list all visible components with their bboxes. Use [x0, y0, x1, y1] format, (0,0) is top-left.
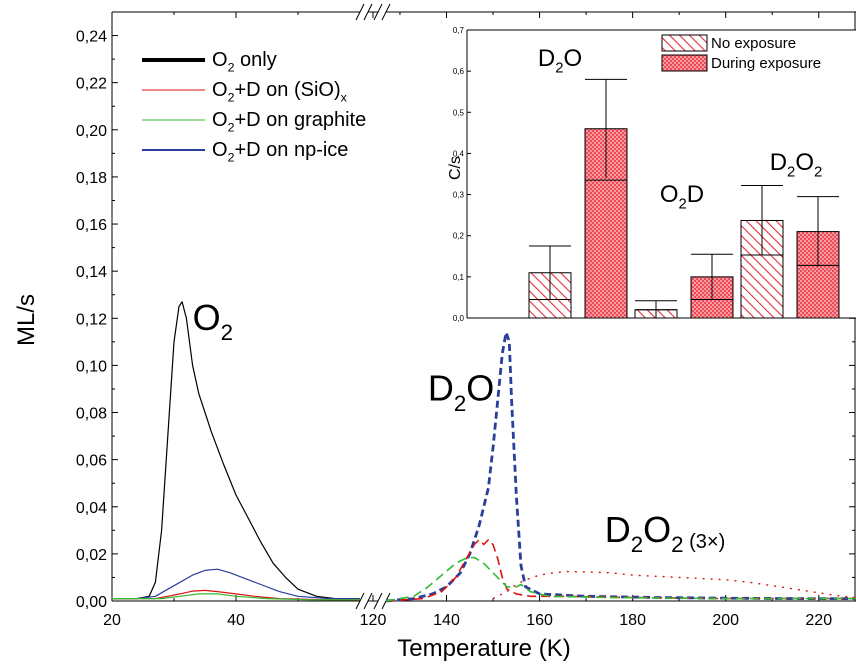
axis-break-mark: [363, 592, 373, 610]
y-tick-label: 0,08: [76, 406, 107, 423]
x-tick-label: 160: [526, 612, 553, 629]
x-tick-label: 40: [227, 612, 245, 629]
inset-background: [467, 30, 856, 318]
inset-y-tick-label: 0,7: [453, 26, 465, 35]
inset-group-label: O2D: [660, 181, 704, 213]
legend-label: O2 only: [212, 49, 277, 75]
inset-y-tick-label: 0,0: [453, 314, 465, 323]
x-tick-label: 220: [805, 612, 832, 629]
y-tick-label: 0,12: [76, 311, 107, 328]
x-tick-label: 120: [360, 612, 387, 629]
inset-legend-swatch: [661, 34, 708, 52]
y-tick-label: 0,16: [76, 217, 107, 234]
series-line-1: [112, 568, 360, 600]
inset-legend-swatch: [661, 54, 708, 72]
y-tick-label: 0,06: [76, 453, 107, 470]
y-tick-label: 0,24: [76, 29, 107, 46]
y-tick-label: 0,14: [76, 264, 107, 281]
axis-break-mark: [381, 3, 391, 21]
axis-break-mark: [373, 592, 383, 610]
y-tick-label: 0,18: [76, 170, 107, 187]
inset-legend: No exposure During exposure: [661, 34, 821, 72]
annotation-d2o2: D2O2 (3×): [605, 509, 726, 557]
legend-label: O2+D on graphite: [212, 109, 366, 135]
axis-break-mark: [355, 3, 365, 21]
series-line-7: [492, 570, 856, 600]
y-tick-label: 0,22: [76, 76, 107, 93]
y-tick-label: 0,10: [76, 358, 107, 375]
inset-y-tick-label: 0,2: [453, 232, 465, 241]
inset-y-axis-title: C/s: [447, 156, 464, 180]
x-tick-label: 140: [433, 612, 460, 629]
annotation-o2: O2: [193, 297, 233, 345]
main-chart: 0,00 0,02 0,04 0,06 0,08 0,10 0,12 0,14 0,16 0,18…: [13, 3, 856, 662]
axis-break-mark: [373, 3, 383, 21]
y-tick-label: 0,02: [76, 547, 107, 564]
inset-legend-label: During exposure: [711, 55, 821, 72]
legend-label: O2+D on np-ice: [212, 139, 348, 165]
series-line-4: [385, 330, 856, 603]
inset-legend-label: No exposure: [711, 35, 796, 52]
legend: O2 only O2+D on (SiO)x O2+D on graphite O2+…: [142, 49, 366, 165]
x-axis-title: Temperature (K): [397, 635, 570, 662]
axis-break-mark: [355, 592, 365, 610]
inset-y-tick-label: 0,1: [453, 273, 465, 282]
series-line-6: [385, 556, 856, 602]
y-tick-label: 0,04: [76, 500, 107, 517]
y-tick-label: 0,20: [76, 123, 107, 140]
inset-group-label: D2O: [538, 45, 582, 77]
series-line-0: [112, 301, 360, 600]
y-axis-title: ML/s: [13, 294, 40, 346]
y-tick-label: 0,00: [76, 594, 107, 611]
inset-y-tick-label: 0,5: [453, 108, 465, 117]
inset-chart: 0,0 0,1 0,2 0,3 0,4 0,5 0,6 0,7 C/s D2O O2D D2O2 No …: [447, 26, 856, 323]
inset-y-tick-label: 0,6: [453, 67, 465, 76]
x-tick-label: 180: [619, 612, 646, 629]
series-line-3: [112, 593, 360, 601]
inset-y-tick-label: 0,3: [453, 191, 465, 200]
axis-break-mark: [363, 3, 373, 21]
inset-y-tick-label: 0,4: [453, 149, 465, 158]
annotation-d2o: D2O: [428, 368, 494, 416]
series-line-5: [385, 538, 856, 602]
x-tick-label: 200: [712, 612, 739, 629]
inset-group-label: D2O2: [770, 149, 823, 181]
x-tick-label: 20: [103, 612, 121, 629]
legend-label: O2+D on (SiO)x: [212, 79, 348, 105]
